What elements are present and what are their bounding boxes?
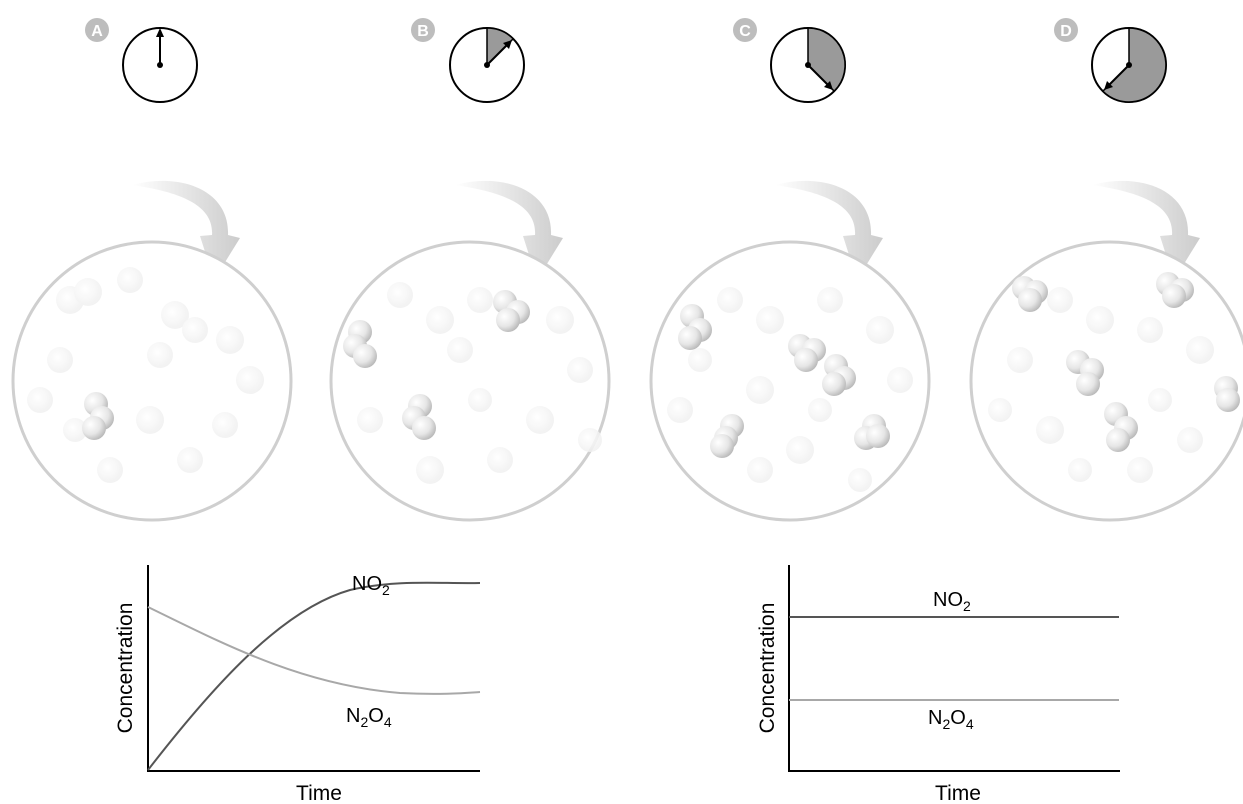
molecule-view-d <box>969 240 1243 522</box>
chart-at-equilibrium: NO2 N2O4 Concentration Time <box>756 565 1120 804</box>
series-line-n2o4 <box>147 606 481 695</box>
n2o4-molecule <box>1012 276 1048 312</box>
clock-b <box>449 27 525 103</box>
series-label-no2: NO2 <box>933 589 971 614</box>
panel-c: C <box>649 18 931 522</box>
n2o4-molecule <box>493 290 530 332</box>
n2o4-molecule <box>678 304 712 350</box>
x-axis-label: Time <box>296 782 342 804</box>
series-label-n2o4: N2O4 <box>928 707 974 732</box>
chart-approach-to-equilibrium: NO2 N2O4 Concentration Time <box>114 565 481 804</box>
badge-c-letter: C <box>739 23 751 40</box>
badge-c <box>733 18 757 42</box>
molecule-view-b <box>329 240 611 522</box>
n2o4-molecule <box>1066 350 1104 396</box>
x-axis-label: Time <box>935 782 981 804</box>
badge-b <box>411 18 435 42</box>
n2o4-molecule <box>1156 272 1194 308</box>
molecule-view-c <box>649 240 931 522</box>
series-label-n2o4: N2O4 <box>346 705 392 730</box>
clock-d <box>1091 27 1167 103</box>
flow-arrow-icon <box>455 180 563 280</box>
n2o4-molecule <box>402 394 436 440</box>
n2o4-molecule <box>710 414 744 458</box>
y-axis-label: Concentration <box>114 603 137 734</box>
clock-a <box>122 27 198 103</box>
badge-b-letter: B <box>417 23 429 40</box>
panel-b: B <box>329 18 611 522</box>
n2o4-molecule <box>854 414 890 450</box>
panel-a: A <box>11 18 293 522</box>
flow-arrow-icon <box>1092 180 1200 280</box>
badge-d <box>1054 18 1078 42</box>
badge-a-letter: A <box>91 23 103 40</box>
n2o4-molecule <box>82 392 114 440</box>
badge-a <box>85 18 109 42</box>
panel-d: D <box>969 18 1243 522</box>
badge-d-letter: D <box>1060 23 1072 40</box>
flow-arrow-icon <box>775 180 883 280</box>
clock-c <box>770 27 846 103</box>
n2o4-molecule <box>1214 376 1240 412</box>
molecule-view-a <box>11 240 293 522</box>
n2o4-molecule <box>788 334 826 372</box>
series-line-no2 <box>147 581 481 771</box>
series-label-no2: NO2 <box>352 573 390 598</box>
y-axis-label: Concentration <box>756 603 779 734</box>
n2o4-molecule <box>1104 402 1138 452</box>
n2o4-molecule <box>343 320 377 368</box>
n2o4-molecule <box>822 354 856 396</box>
